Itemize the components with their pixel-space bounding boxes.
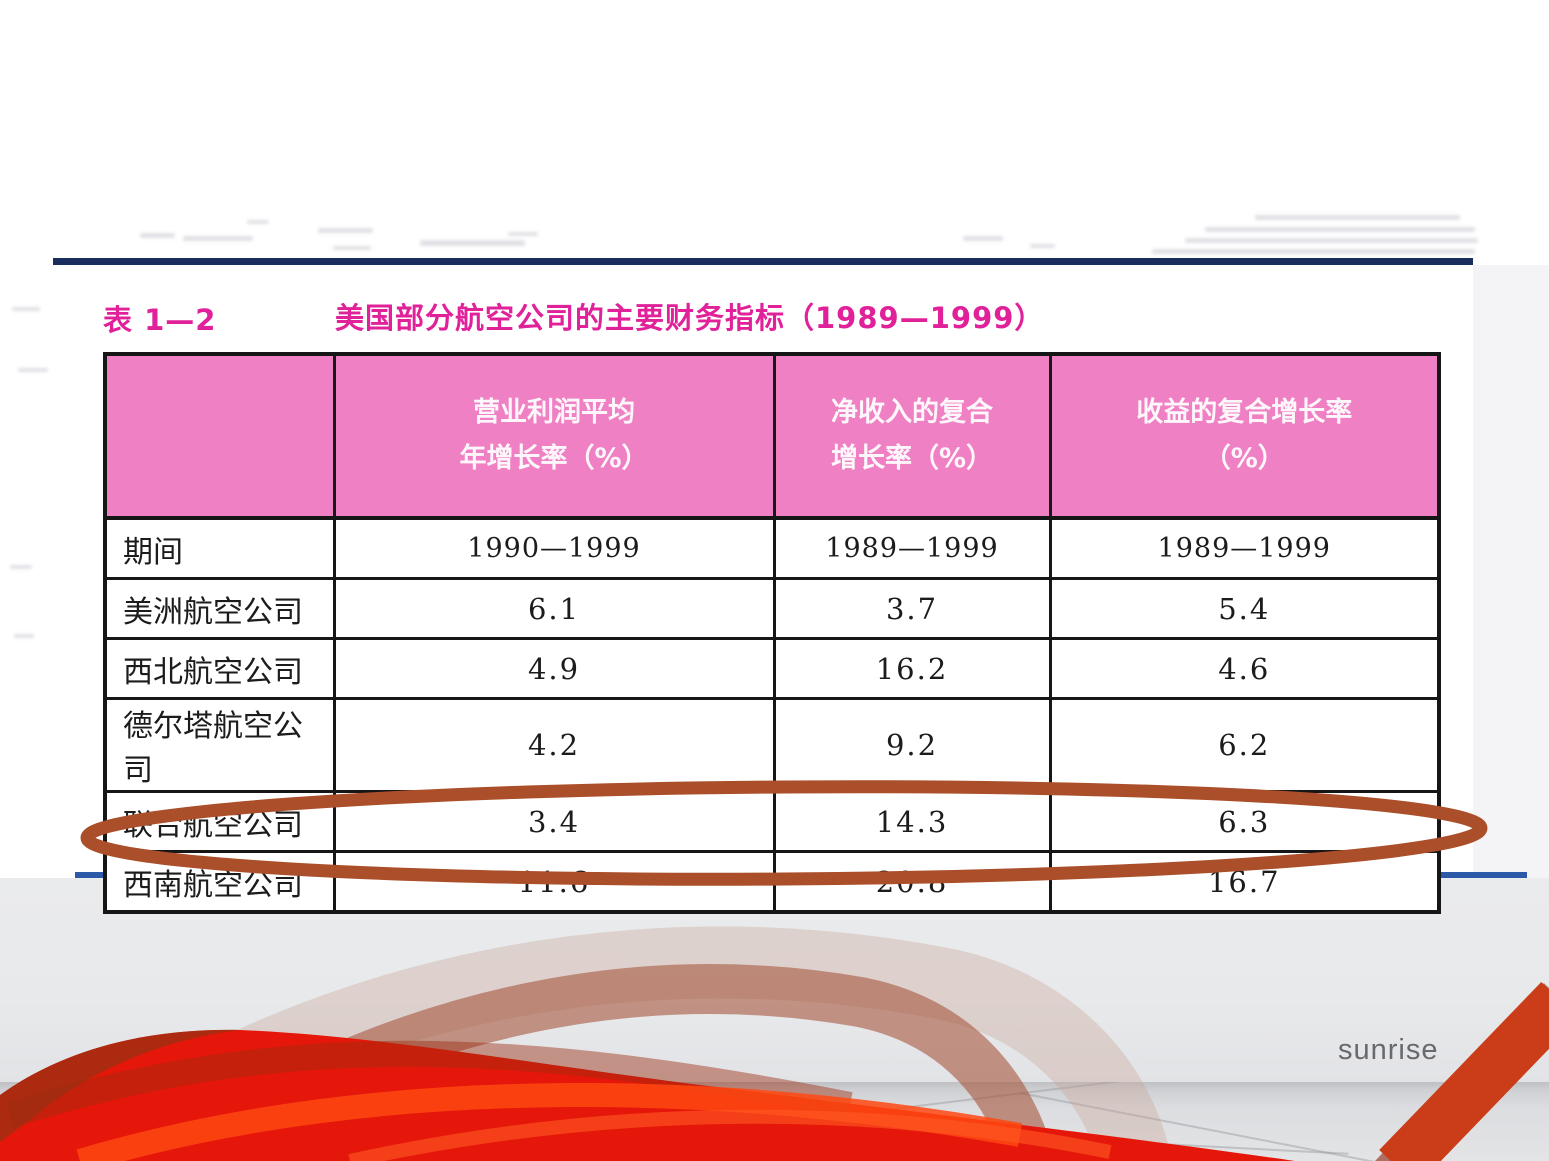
value-cell: 20.8 — [772, 850, 1052, 914]
value-cell: 14.3 — [772, 790, 1052, 853]
floor-grid — [0, 1082, 1549, 1161]
header-line: （%） — [1203, 443, 1285, 474]
value-cell: 4.9 — [332, 637, 776, 700]
row-label-cell: 西北航空公司 — [103, 637, 336, 700]
artifact-smudge — [140, 233, 175, 238]
artifact-smudge — [963, 236, 1003, 241]
floor-grid-line — [0, 1082, 798, 1129]
header-line: 年增长率（%） — [459, 443, 649, 474]
value-cell: 4.6 — [1048, 637, 1441, 700]
table-row: 联合航空公司 3.4 14.3 6.3 — [103, 790, 1441, 853]
header-line: 净收入的复合 — [831, 397, 993, 429]
financial-table: 营业利润平均 年增长率（%） 净收入的复合 增长率（%） 收益的复合增长率 （%… — [103, 352, 1441, 914]
value-cell: 6.2 — [1048, 697, 1441, 793]
sunrise-watermark: sunrise — [1338, 1034, 1439, 1066]
value-cell: 6.3 — [1048, 790, 1441, 853]
artifact-smudge — [18, 368, 48, 372]
value-cell: 16.2 — [772, 637, 1052, 700]
artifact-smudge — [10, 565, 32, 569]
table-row: 美洲航空公司 6.1 3.7 5.4 — [103, 577, 1441, 640]
header-cell-operating-profit: 营业利润平均 年增长率（%） — [332, 352, 776, 520]
value-cell: 9.2 — [772, 697, 1052, 793]
floor-grid-line — [299, 1137, 819, 1161]
row-label-cell: 德尔塔航空公司 — [103, 697, 336, 793]
artifact-smudge — [1152, 249, 1475, 254]
value-cell: 1989—1999 — [1048, 516, 1441, 580]
row-label-cell: 联合航空公司 — [103, 790, 336, 853]
value-cell: 11.6 — [332, 850, 776, 914]
header-cell-empty — [103, 352, 336, 520]
table-row-highlighted: 西南航空公司 11.6 20.8 16.7 — [103, 850, 1441, 914]
artifact-smudge — [508, 232, 538, 236]
header-cell-net-income: 净收入的复合 增长率（%） — [772, 352, 1052, 520]
right-side-strip — [1473, 265, 1549, 878]
artifact-smudge — [333, 246, 371, 250]
artifact-smudge — [1255, 215, 1460, 220]
artifact-smudge — [1205, 227, 1475, 232]
artifact-smudge — [183, 236, 253, 241]
artifact-smudge — [12, 307, 40, 311]
value-cell: 1990—1999 — [332, 516, 776, 580]
floor-grid-line — [599, 1082, 1295, 1146]
value-cell: 3.4 — [332, 790, 776, 853]
table-row: 西北航空公司 4.9 16.2 4.6 — [103, 637, 1441, 700]
table-row: 期间 1990—1999 1989—1999 1989—1999 — [103, 516, 1441, 580]
table-caption-label: 表 1—2 — [103, 303, 217, 337]
value-cell: 4.2 — [332, 697, 776, 793]
row-label-cell: 期间 — [103, 516, 336, 580]
artifact-smudge — [247, 220, 269, 224]
value-cell: 5.4 — [1048, 577, 1441, 640]
row-label-cell: 西南航空公司 — [103, 850, 336, 914]
value-cell: 6.1 — [332, 577, 776, 640]
value-cell: 16.7 — [1048, 850, 1441, 914]
artifact-smudge — [14, 634, 34, 638]
table-row: 德尔塔航空公司 4.2 9.2 6.2 — [103, 697, 1441, 793]
artifact-smudge — [420, 240, 525, 246]
header-line: 收益的复合增长率 — [1136, 397, 1353, 429]
header-row: 营业利润平均 年增长率（%） 净收入的复合 增长率（%） 收益的复合增长率 （%… — [103, 352, 1441, 520]
header-line: 增长率（%） — [830, 443, 994, 474]
header-cell-earnings: 收益的复合增长率 （%） — [1048, 352, 1441, 520]
page-title: 美国部分航空公司的主要财务指标（1989—1999） — [335, 301, 1045, 335]
value-cell: 3.7 — [772, 577, 1052, 640]
artifact-smudge — [1030, 244, 1055, 248]
artifact-smudge — [318, 228, 373, 233]
top-divider-line — [53, 258, 1473, 265]
row-label-cell: 美洲航空公司 — [103, 577, 336, 640]
artifact-smudge — [1185, 238, 1478, 243]
value-cell: 1989—1999 — [772, 516, 1052, 580]
header-line: 营业利润平均 — [473, 397, 635, 429]
